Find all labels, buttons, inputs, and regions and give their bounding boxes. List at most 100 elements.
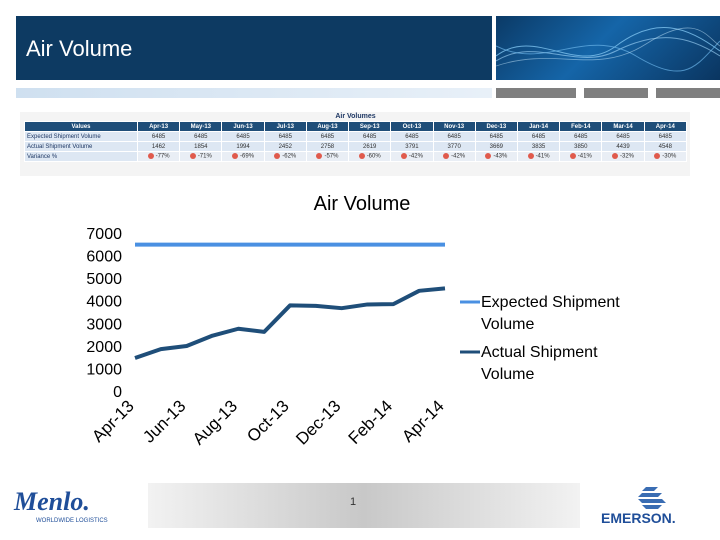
emerson-logo-text: EMERSON. bbox=[601, 510, 676, 526]
table-cell: 6485 bbox=[136, 131, 181, 142]
page-number: 1 bbox=[350, 496, 357, 508]
header-gray-bar bbox=[584, 88, 648, 98]
table-cell: 2758 bbox=[305, 141, 350, 152]
table-cell: -32% bbox=[601, 151, 645, 162]
status-dot-icon bbox=[527, 153, 534, 160]
x-tick-label: Dec-13 bbox=[292, 396, 344, 448]
air-volumes-table: Air Volumes Values Apr-13 May-13 Jun-13 Jul-… bbox=[20, 112, 690, 176]
table-cell: 6485 bbox=[516, 131, 561, 142]
status-dot-icon bbox=[232, 153, 239, 160]
table-cell: -62% bbox=[263, 151, 307, 162]
table-cell: -30% bbox=[643, 151, 688, 162]
table-cell: 3835 bbox=[516, 141, 561, 152]
column-header: Dec-13 bbox=[474, 121, 518, 132]
emerson-logo: EMERSON. bbox=[590, 483, 720, 528]
table-cell: -41% bbox=[516, 151, 561, 162]
y-tick-label: 0 bbox=[113, 384, 122, 401]
y-tick-label: 1000 bbox=[86, 361, 122, 378]
status-dot-icon bbox=[274, 153, 281, 160]
table-cell: 6485 bbox=[432, 131, 476, 142]
x-tick-label: Jun-13 bbox=[139, 396, 189, 446]
table-cell: 6485 bbox=[474, 131, 518, 142]
table-cell: 1994 bbox=[221, 141, 265, 152]
status-dot-icon bbox=[147, 153, 154, 160]
column-header: Aug-13 bbox=[305, 121, 350, 132]
slide-title: Air Volume bbox=[26, 36, 133, 61]
x-tick-label: Aug-13 bbox=[189, 396, 241, 448]
row-label: Actual Shipment Volume bbox=[24, 141, 138, 152]
y-axis: 0 1000 2000 3000 4000 5000 6000 7000 bbox=[86, 226, 122, 401]
status-dot-icon bbox=[569, 153, 576, 160]
y-tick-label: 3000 bbox=[86, 316, 122, 333]
status-dot-icon bbox=[443, 153, 450, 160]
column-header: Apr-14 bbox=[643, 121, 688, 132]
table-cell: 2452 bbox=[263, 141, 307, 152]
table-cell: 3770 bbox=[432, 141, 476, 152]
table-cell: 1854 bbox=[179, 141, 223, 152]
table-cell: -57% bbox=[305, 151, 350, 162]
table-cell: -43% bbox=[474, 151, 518, 162]
table-cell: 6485 bbox=[179, 131, 223, 142]
accent-strip bbox=[16, 88, 492, 98]
table-cell: -69% bbox=[221, 151, 265, 162]
column-header: Nov-13 bbox=[432, 121, 476, 132]
table-cell: -77% bbox=[136, 151, 181, 162]
data-table: Air Volumes Values Apr-13 May-13 Jun-13 Jul-… bbox=[24, 112, 688, 162]
x-tick-label: Apr-14 bbox=[398, 396, 448, 446]
table-cell: 4439 bbox=[601, 141, 645, 152]
table-title: Air Volumes bbox=[24, 112, 687, 122]
menlo-logo: Menlo. WORLDWIDE LOGISTICS bbox=[0, 483, 132, 528]
column-header: May-13 bbox=[179, 121, 223, 132]
table-cell: 6485 bbox=[390, 131, 434, 142]
chart-title: Air Volume bbox=[314, 193, 411, 215]
column-header: Jan-14 bbox=[516, 121, 561, 132]
table-cell: 6485 bbox=[263, 131, 307, 142]
column-header: Values bbox=[24, 121, 138, 132]
header-gray-bar bbox=[656, 88, 720, 98]
column-header: Apr-13 bbox=[136, 121, 181, 132]
status-dot-icon bbox=[358, 153, 365, 160]
row-label: Variance % bbox=[24, 151, 138, 162]
table-cell: 3850 bbox=[559, 141, 603, 152]
column-header: Jul-13 bbox=[263, 121, 307, 132]
column-header: Feb-14 bbox=[559, 121, 603, 132]
legend-label: Actual Shipment Volume bbox=[481, 344, 598, 383]
table-cell: -42% bbox=[390, 151, 434, 162]
wave-graphic bbox=[496, 16, 720, 80]
y-tick-label: 6000 bbox=[86, 249, 122, 266]
table-cell: 6485 bbox=[601, 131, 645, 142]
line-chart: Air Volume 0 1000 2000 3000 4000 5000 6000 7000… bbox=[86, 193, 620, 449]
y-tick-label: 2000 bbox=[86, 339, 122, 356]
y-tick-label: 7000 bbox=[86, 226, 122, 243]
status-dot-icon bbox=[654, 153, 661, 160]
table-row: Variance % -77% -71% -69% -62% -57% -60% -42% -4… bbox=[24, 151, 688, 162]
legend: Expected Shipment Volume Actual Shipment Vo… bbox=[460, 294, 620, 383]
x-tick-label: Apr-13 bbox=[88, 396, 138, 446]
status-dot-icon bbox=[612, 153, 618, 160]
slide-header: Air Volume bbox=[0, 0, 720, 80]
column-header: Jun-13 bbox=[221, 121, 265, 132]
x-axis: Apr-13 Jun-13 Aug-13 Oct-13 Dec-13 Feb-14 Apr-… bbox=[88, 396, 448, 448]
menlo-logo-subtext: WORLDWIDE LOGISTICS bbox=[36, 518, 108, 524]
table-row: Expected Shipment Volume 6485 6485 6485 6485… bbox=[24, 131, 688, 142]
y-tick-label: 5000 bbox=[86, 271, 122, 288]
x-tick-label: Oct-13 bbox=[243, 396, 293, 446]
status-dot-icon bbox=[485, 153, 492, 160]
table-cell: 4548 bbox=[643, 141, 688, 152]
y-tick-label: 4000 bbox=[86, 294, 122, 311]
table-header-row: Values Apr-13 May-13 Jun-13 Jul-13 Aug-13 Sep-… bbox=[24, 121, 688, 132]
title-bar: Air Volume bbox=[16, 16, 492, 80]
table-cell: 3669 bbox=[474, 141, 518, 152]
table-cell: 2619 bbox=[348, 141, 392, 152]
status-dot-icon bbox=[189, 153, 196, 160]
wave-lines-graphic bbox=[496, 27, 720, 72]
table-cell: 6485 bbox=[305, 131, 350, 142]
table-cell: -41% bbox=[559, 151, 603, 162]
row-label: Expected Shipment Volume bbox=[24, 131, 138, 142]
status-dot-icon bbox=[316, 153, 323, 160]
chart-area: Air Volume 0 1000 2000 3000 4000 5000 6000 7000… bbox=[75, 183, 652, 467]
table-cell: -60% bbox=[348, 151, 392, 162]
footer-band bbox=[148, 483, 580, 528]
table-cell: 6485 bbox=[559, 131, 603, 142]
table-cell: 6485 bbox=[221, 131, 265, 142]
